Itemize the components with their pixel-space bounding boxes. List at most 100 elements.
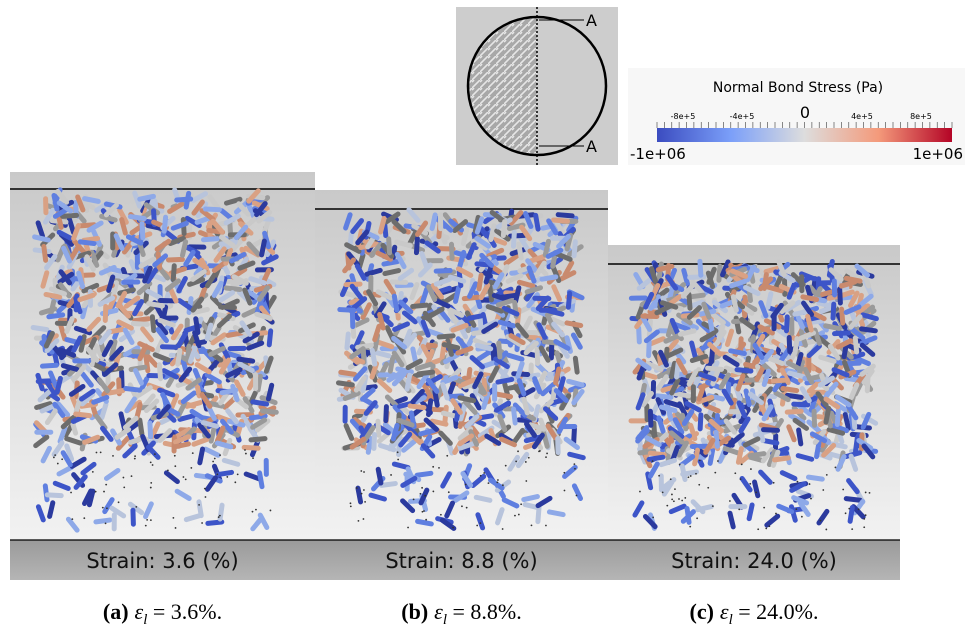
rod	[536, 215, 538, 229]
fragment	[480, 475, 482, 477]
fragment	[106, 507, 108, 509]
fragment	[54, 454, 56, 456]
fragment	[801, 516, 803, 518]
fragment	[363, 518, 365, 520]
rod	[188, 346, 189, 360]
fragment	[214, 458, 216, 460]
rod	[76, 296, 77, 310]
rod	[419, 372, 433, 374]
rod	[861, 329, 875, 331]
rod	[203, 239, 217, 240]
fragment	[858, 508, 860, 510]
rod	[795, 339, 797, 353]
rod	[803, 297, 817, 300]
fragment	[452, 527, 454, 529]
rod	[687, 508, 689, 522]
fragment	[53, 457, 55, 459]
fragment	[714, 472, 716, 474]
fragment	[95, 491, 97, 493]
fragment	[652, 516, 654, 518]
fragment	[150, 461, 152, 463]
fragment	[848, 508, 850, 510]
rod	[341, 372, 355, 374]
rod	[142, 224, 143, 238]
fragment	[531, 525, 533, 527]
fragment	[658, 475, 660, 477]
fragment	[174, 465, 176, 467]
fragment	[423, 510, 425, 512]
rod	[208, 522, 222, 523]
rod	[549, 512, 563, 515]
fragment	[717, 460, 719, 462]
rod	[268, 385, 271, 399]
fragment	[797, 481, 799, 483]
fragment	[438, 467, 440, 469]
rod	[737, 370, 751, 371]
rod	[417, 473, 431, 475]
rod	[789, 338, 790, 352]
rod	[503, 222, 504, 236]
rod	[164, 217, 165, 231]
fragment	[666, 505, 668, 507]
rod	[42, 365, 56, 366]
rod	[177, 199, 191, 200]
rod	[567, 323, 581, 326]
caption: (c)εl = 24.0%.	[690, 599, 819, 628]
fragment	[70, 492, 72, 494]
fragment	[699, 460, 701, 462]
panels: Strain: 3.6 (%)(a)εl = 3.6%.Strain: 8.8 …	[10, 172, 900, 628]
rod	[837, 410, 838, 424]
fragment	[424, 495, 426, 497]
fragment	[525, 480, 527, 482]
fragment	[488, 482, 490, 484]
fragment	[397, 451, 399, 453]
fragment	[576, 495, 578, 497]
colorbar-max: 1e+06	[913, 145, 963, 163]
rod	[200, 449, 203, 463]
fragment	[757, 528, 759, 530]
rod	[244, 447, 258, 448]
rod	[787, 395, 801, 397]
fragment	[407, 527, 409, 529]
fragment	[364, 501, 366, 503]
rod	[374, 434, 375, 448]
fragment	[564, 490, 566, 492]
rod	[826, 326, 840, 329]
rod	[182, 242, 185, 256]
rod	[173, 266, 174, 280]
rod	[498, 379, 512, 382]
rod	[808, 316, 812, 330]
strain-label: Strain: 3.6 (%)	[86, 549, 238, 573]
fragment	[729, 500, 731, 502]
rod	[262, 411, 276, 412]
fragment	[465, 484, 467, 486]
fragment	[826, 474, 828, 476]
strain-label: Strain: 24.0 (%)	[671, 549, 837, 573]
rod	[421, 430, 435, 434]
fragment	[520, 503, 522, 505]
fragment	[514, 515, 516, 517]
rod	[524, 399, 527, 413]
rod	[798, 456, 812, 460]
rod	[657, 396, 671, 397]
fragment	[681, 500, 683, 502]
fragment	[413, 498, 415, 500]
fragment	[461, 505, 463, 507]
rod	[168, 259, 182, 260]
fragment	[167, 469, 169, 471]
fragment	[172, 517, 174, 519]
fragment	[237, 473, 239, 475]
rod	[152, 317, 153, 331]
rod	[680, 331, 694, 334]
rod	[381, 484, 395, 486]
rod	[731, 351, 745, 354]
fragment	[219, 454, 221, 456]
fragment	[350, 502, 352, 504]
colorbar-tick-label: 0	[800, 103, 810, 122]
fragment	[198, 504, 200, 506]
rod	[196, 319, 198, 333]
rod	[203, 423, 217, 427]
rod	[131, 367, 145, 369]
rod	[260, 473, 262, 487]
rod	[491, 226, 494, 240]
